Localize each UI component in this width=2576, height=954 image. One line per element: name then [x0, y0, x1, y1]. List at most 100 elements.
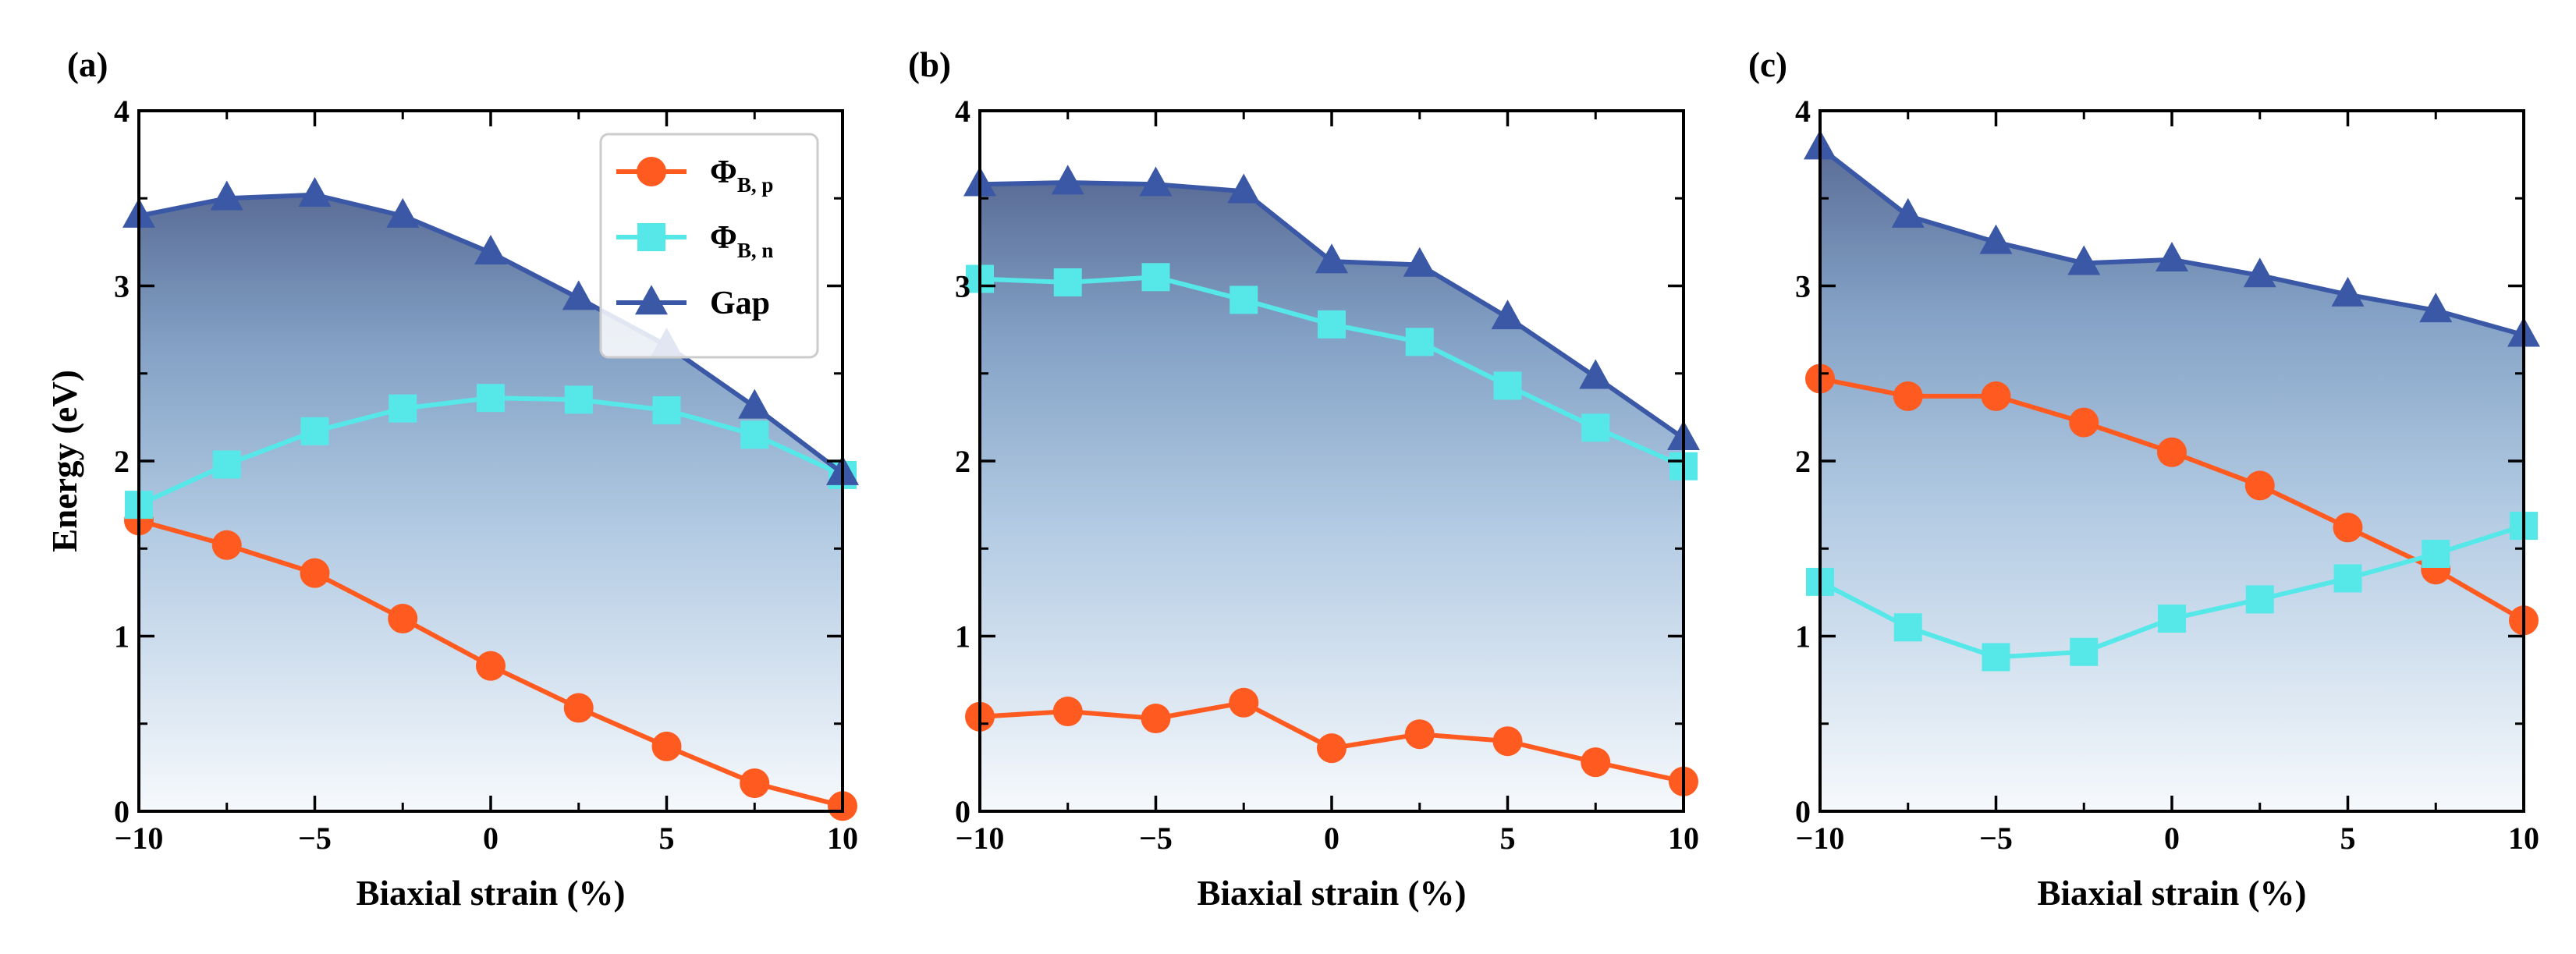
- data-point-gap: [562, 280, 595, 310]
- x-axis-label: Biaxial strain (%): [1198, 874, 1467, 913]
- y-tick-label: 4: [1795, 94, 1811, 129]
- y-tick-label: 4: [955, 94, 970, 129]
- legend-label-phi_bn: ΦB, n: [710, 220, 773, 262]
- x-tick-label: 0: [1324, 821, 1339, 856]
- x-tick-label: 10: [1668, 821, 1699, 856]
- x-tick-label: −10: [956, 821, 1005, 856]
- data-point-gap: [738, 388, 772, 419]
- data-point-phi_bp: [1492, 726, 1523, 757]
- data-point-phi_bp: [476, 651, 506, 681]
- x-tick-label: −5: [298, 821, 332, 856]
- data-point-gap: [2419, 293, 2453, 323]
- y-tick-label: 2: [955, 444, 970, 479]
- legend-label-gap: Gap: [710, 285, 770, 321]
- data-point-phi_bn: [1581, 413, 1610, 442]
- data-point-gap: [298, 176, 332, 207]
- y-tick-label: 3: [955, 269, 970, 304]
- x-axis-label: Biaxial strain (%): [357, 874, 626, 913]
- data-point-phi_bp: [740, 768, 770, 799]
- x-tick-label: −10: [1796, 821, 1845, 856]
- data-point-phi_bp: [1581, 747, 1611, 778]
- data-point-gap: [1491, 300, 1524, 330]
- data-point-phi_bp: [2244, 470, 2275, 501]
- data-point-gap: [2156, 242, 2188, 272]
- data-point-phi_bp: [651, 731, 682, 761]
- data-point-phi_bp: [300, 558, 330, 588]
- x-tick-label: 5: [659, 821, 675, 856]
- data-point-phi_bn: [300, 417, 329, 445]
- data-point-phi_bp: [1229, 687, 1259, 718]
- data-point-phi_bn: [477, 384, 505, 413]
- data-point-gap: [1891, 197, 1925, 228]
- y-tick-label: 2: [114, 444, 130, 479]
- legend-label-main: Gap: [710, 285, 770, 321]
- data-point-phi_bp: [2069, 407, 2099, 438]
- data-point-gap: [386, 197, 420, 228]
- panel-1: −10 −5 0 5 10 0 1 2 3 4 Biaxial strain (%) Energy (…: [45, 45, 859, 913]
- data-point-phi_bn: [2422, 539, 2450, 568]
- data-point-gap: [1227, 173, 1261, 204]
- legend-box: [599, 133, 819, 359]
- data-point-phi_bn: [1229, 285, 1258, 314]
- data-point-gap: [474, 235, 507, 265]
- data-point-phi_bn: [212, 450, 241, 479]
- y-tick-label: 3: [114, 269, 130, 304]
- data-point-phi_bn: [652, 395, 681, 424]
- data-point-phi_bp: [388, 604, 418, 634]
- data-point-phi_bn: [2245, 585, 2274, 614]
- data-point-phi_bn: [1318, 310, 1346, 339]
- panel-label: (c): [1748, 45, 1787, 84]
- data-point-phi_bn: [564, 385, 593, 414]
- panel-3: −10 −5 0 5 10 0 1 2 3 4 Biaxial strain (%) (c): [1748, 45, 2540, 913]
- data-point-gap: [2067, 245, 2101, 275]
- x-tick-label: 0: [2164, 821, 2180, 856]
- legend-marker-phi_bn: [637, 223, 665, 251]
- panel-label: (b): [908, 45, 951, 84]
- y-tick-label: 3: [1795, 269, 1811, 304]
- legend-label-phi_bp: ΦB, p: [710, 154, 773, 197]
- legend-label-subscript: B, n: [737, 239, 774, 262]
- data-point-phi_bn: [1493, 371, 1522, 400]
- data-point-gap: [2331, 276, 2365, 307]
- y-tick-label: 4: [114, 94, 130, 129]
- data-point-phi_bp: [1404, 719, 1435, 750]
- panel-label: (a): [67, 45, 108, 84]
- data-point-phi_bp: [1141, 704, 1171, 734]
- y-tick-label: 0: [1795, 794, 1811, 829]
- x-axis-label: Biaxial strain (%): [2038, 874, 2307, 913]
- data-point-phi_bp: [211, 530, 242, 560]
- x-tick-label: −10: [115, 821, 164, 856]
- data-point-phi_bn: [1141, 263, 1170, 292]
- x-tick-label: −5: [1139, 821, 1173, 856]
- data-point-gap: [1139, 166, 1173, 197]
- x-tick-label: 10: [827, 821, 858, 856]
- y-tick-label: 1: [114, 619, 130, 654]
- y-tick-label: 2: [1795, 444, 1811, 479]
- data-point-phi_bp: [2333, 512, 2363, 543]
- data-point-phi_bp: [1893, 381, 1923, 411]
- legend-label-main: Φ: [710, 154, 737, 190]
- x-tick-label: 5: [1500, 821, 1516, 856]
- data-point-phi_bn: [740, 420, 769, 449]
- data-point-phi_bn: [2070, 637, 2099, 666]
- legend-marker-phi_bp: [637, 157, 666, 186]
- data-point-phi_bp: [1317, 733, 1347, 764]
- x-tick-label: 10: [2508, 821, 2539, 856]
- x-tick-label: 5: [2340, 821, 2356, 856]
- data-point-phi_bn: [1405, 328, 1434, 356]
- legend-label-subscript: B, p: [737, 173, 774, 197]
- data-point-phi_bn: [1982, 643, 2010, 672]
- legend-label-main: Φ: [710, 220, 737, 256]
- data-point-phi_bn: [2333, 564, 2362, 593]
- y-tick-label: 1: [1795, 619, 1811, 654]
- x-tick-label: 0: [483, 821, 499, 856]
- data-point-gap: [1979, 224, 2013, 254]
- y-tick-label: 0: [114, 794, 130, 829]
- legend-marker-gap: [635, 285, 668, 315]
- data-point-gap: [1051, 165, 1084, 195]
- data-point-phi_bn: [1053, 268, 1082, 297]
- data-point-phi_bn: [389, 394, 417, 423]
- data-point-gap: [1403, 246, 1436, 277]
